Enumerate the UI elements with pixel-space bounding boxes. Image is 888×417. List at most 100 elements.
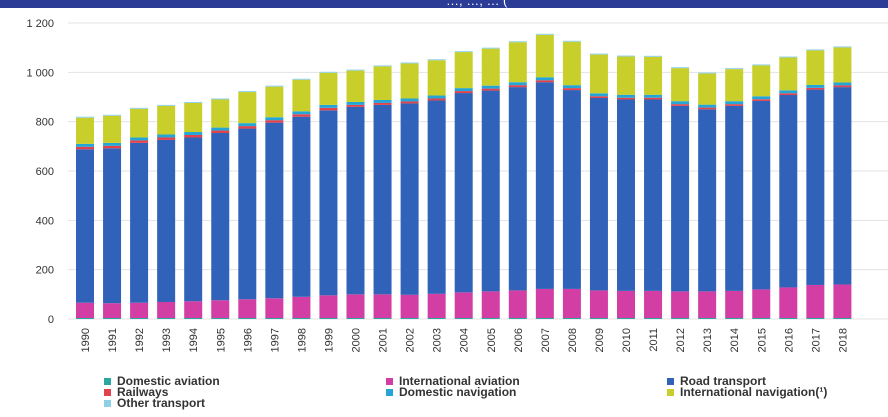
x-tick-label: 1992	[134, 328, 146, 352]
x-tick-label: 2006	[513, 328, 525, 352]
bar-segment	[184, 132, 203, 135]
bar-segment	[157, 139, 176, 302]
x-tick-label: 2016	[783, 328, 795, 352]
x-tick-label: 2015	[756, 328, 768, 352]
bar-segment	[806, 89, 825, 285]
bar-segment	[319, 72, 338, 105]
bar-segment	[644, 99, 663, 291]
bar-segment	[508, 41, 527, 43]
bar-segment	[481, 318, 500, 319]
bar-segment	[535, 82, 554, 289]
bar-segment	[589, 96, 608, 98]
bar-segment	[725, 318, 744, 319]
bar-segment	[211, 99, 230, 128]
bar-segment	[103, 142, 122, 146]
bar-segment	[454, 91, 473, 94]
x-tick-label: 2003	[432, 328, 444, 352]
bar-segment	[292, 114, 311, 117]
bar-segment	[752, 96, 771, 100]
bar-segment	[508, 318, 527, 319]
bar-segment	[130, 140, 149, 143]
bar-segment	[346, 70, 365, 102]
bar-segment	[508, 290, 527, 319]
bar-segment	[589, 53, 608, 55]
bar-segment	[157, 104, 176, 106]
bar-segment	[806, 50, 825, 85]
bar-segment	[400, 63, 419, 99]
bar-segment	[265, 117, 284, 121]
y-axis-ticks: 0 200 400 600 800 1 000 1 200	[26, 18, 54, 326]
x-tick-label: 2004	[459, 328, 471, 352]
x-tick-label: 2017	[810, 328, 822, 352]
bar-segment	[698, 291, 717, 319]
bar-segment	[644, 94, 663, 98]
bar-segment	[211, 98, 230, 100]
bar-segment	[427, 59, 446, 61]
bar-segment	[589, 318, 608, 319]
bar-segment	[508, 42, 527, 83]
bar-segment	[454, 52, 473, 89]
bar-segment	[752, 65, 771, 97]
bar-segment	[644, 97, 663, 100]
bar-segment	[535, 34, 554, 78]
bar-segment	[184, 102, 203, 133]
bar-segment	[346, 106, 365, 295]
bar-segment	[589, 54, 608, 94]
bar-segment	[698, 104, 717, 108]
x-axis-ticks: 1990 1991 1992 1993 1994 1995 1996 1997 1998 1999…	[80, 328, 849, 352]
bar-segment	[157, 318, 176, 319]
bar-segment	[130, 107, 149, 109]
x-tick-label: 2009	[594, 328, 606, 352]
x-tick-label: 1995	[215, 328, 227, 352]
bar-segment	[535, 80, 554, 83]
bar-segment	[671, 67, 690, 69]
bar-segment	[292, 296, 311, 319]
top-banner: …, …, … (	[0, 0, 888, 8]
bar-segment	[779, 90, 798, 94]
bar-segment	[103, 145, 122, 149]
x-tick-label: 1996	[242, 328, 254, 352]
bar-segment	[76, 143, 94, 147]
bar-segment	[346, 318, 365, 319]
bar-segment	[265, 85, 284, 87]
bar-segment	[779, 57, 798, 91]
bar-segment	[725, 68, 744, 70]
x-tick-label: 1994	[188, 328, 200, 352]
bar-segment	[265, 120, 284, 123]
bar-segment	[508, 85, 527, 88]
bar-segment	[211, 130, 230, 134]
bar-segment	[265, 318, 284, 319]
x-tick-label: 2002	[405, 328, 417, 352]
bar-segment	[373, 294, 392, 319]
bar-segment	[698, 318, 717, 319]
bar-segment	[725, 101, 744, 105]
x-tick-label: 2010	[621, 328, 633, 352]
x-tick-label: 2013	[702, 328, 714, 352]
bar-segment	[454, 88, 473, 92]
bar-segment	[427, 318, 446, 319]
bar-segment	[427, 60, 446, 96]
bar-segment	[292, 116, 311, 297]
bar-segment	[562, 85, 581, 89]
bar-segment	[76, 117, 94, 144]
bar-segment	[833, 87, 852, 285]
bar-segment	[725, 105, 744, 291]
bar-segment	[481, 291, 500, 319]
x-tick-label: 2008	[567, 328, 579, 352]
bar-segment	[76, 302, 94, 319]
bar-segment	[103, 114, 122, 116]
bar-segment	[373, 318, 392, 319]
bar-segment	[779, 287, 798, 319]
bar-segment	[103, 303, 122, 319]
bar-segment	[184, 318, 203, 319]
bar-segment	[238, 299, 257, 319]
x-tick-label: 1991	[107, 328, 119, 352]
bar-segment	[76, 318, 94, 319]
bar-segment	[103, 148, 122, 304]
bar-segment	[292, 79, 311, 112]
bar-segment	[211, 318, 230, 319]
bar-segment	[671, 104, 690, 106]
bar-segment	[211, 300, 230, 319]
y-tick-label: 200	[36, 265, 54, 277]
bar-segment	[373, 99, 392, 103]
